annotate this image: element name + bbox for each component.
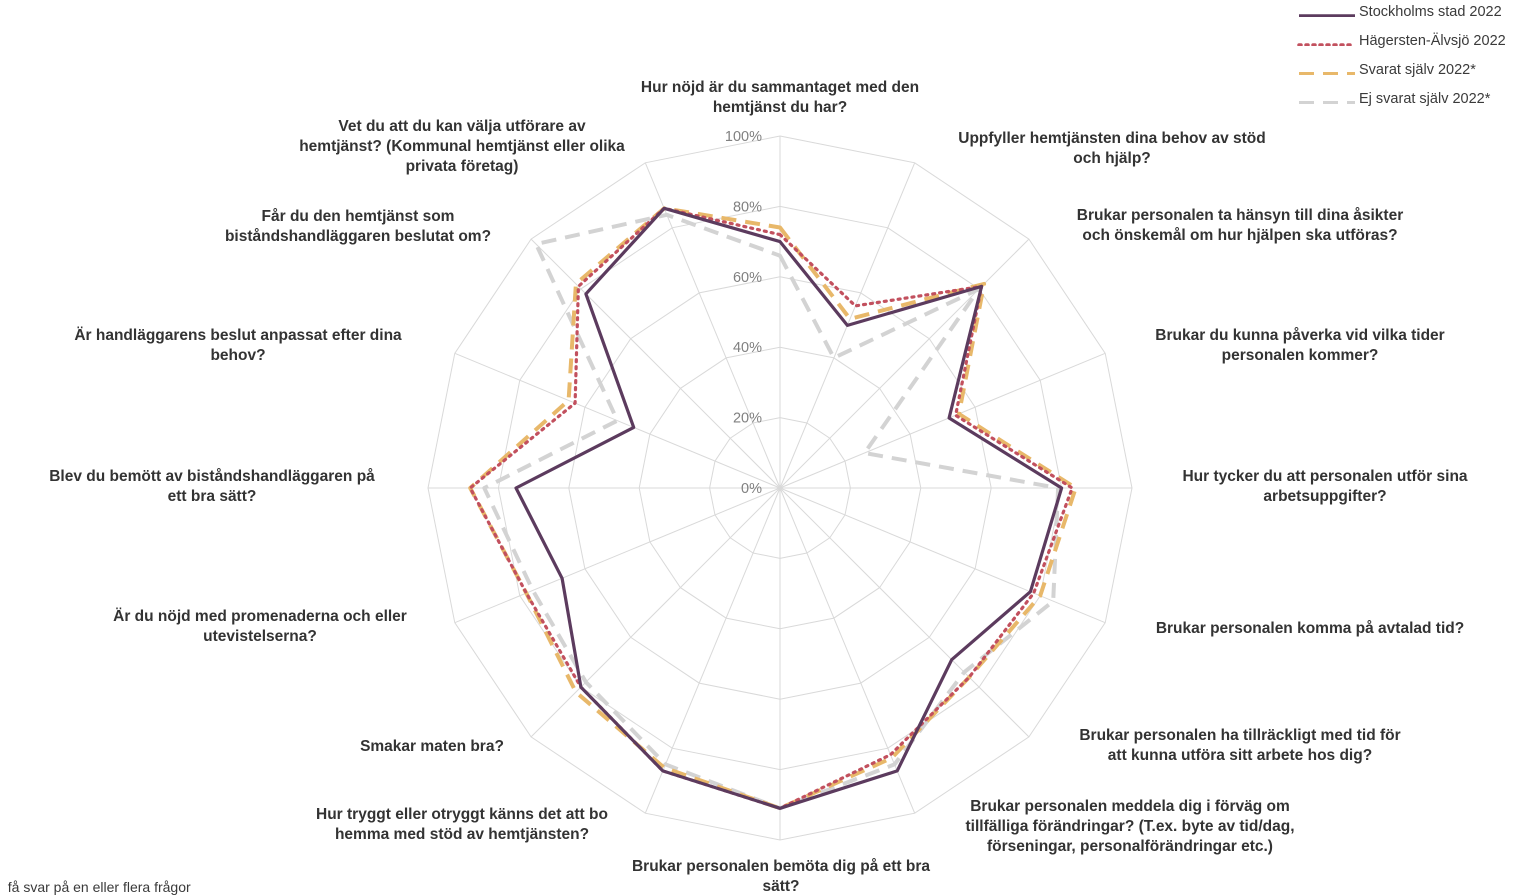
grid-spoke: [454, 487, 781, 624]
legend-item: Hägersten-Älvsjö 2022: [1297, 29, 1533, 58]
category-label-line: Uppfyller hemtjänsten dina behov av stöd: [958, 130, 1265, 147]
category-label-line: Smakar maten bra?: [360, 738, 504, 755]
radial-tick-label: 0%: [741, 481, 762, 497]
category-label-line: arbetsuppgifter?: [1263, 488, 1386, 505]
category-label-line: Är du nöjd med promenaderna och eller: [113, 608, 407, 625]
category-label: Blev du bemött av biståndshandläggaren p…: [49, 468, 375, 505]
category-label: Brukar du kunna påverka vid vilka tider p…: [1155, 327, 1444, 364]
category-label-line: Hur nöjd är du sammantaget med den: [641, 79, 919, 96]
footnote: t få svar på en eller flera frågor: [0, 879, 191, 895]
radial-tick-label: 40%: [733, 340, 762, 356]
grid-spoke: [779, 487, 1106, 624]
category-label-line: Hur tryggt eller otryggt känns det att b…: [316, 806, 608, 823]
legend-swatch: [1299, 101, 1355, 104]
legend-label: Hägersten-Älvsjö 2022: [1359, 33, 1506, 49]
category-label-line: sätt?: [762, 878, 799, 895]
radar-grid: [427, 135, 1133, 841]
category-label-line: Blev du bemött av biståndshandläggaren p…: [49, 468, 375, 485]
category-label: Uppfyller hemtjänsten dina behov av stöd…: [958, 130, 1265, 167]
category-label: Hur nöjd är du sammantaget med den hemtjä…: [641, 79, 919, 116]
category-label-line: Brukar du kunna påverka vid vilka tider: [1155, 327, 1444, 344]
series-line-3: [468, 206, 1078, 811]
legend-item: Stockholms stad 2022: [1297, 0, 1533, 29]
radial-tick-label: 20%: [733, 411, 762, 427]
category-label: Får du den hemtjänst som biståndshandlägg…: [225, 208, 491, 245]
category-label-line: och hjälp?: [1073, 150, 1151, 167]
grid-spoke: [779, 487, 1030, 738]
grid-spoke: [779, 238, 1030, 489]
grid-spoke: [530, 238, 781, 489]
category-label-line: hemtjänst? (Kommunal hemtjänst eller oli…: [299, 138, 625, 155]
category-label-line: hemma med stöd av hemtjänsten?: [335, 826, 589, 843]
grid-spoke: [530, 487, 781, 738]
category-label-line: Får du den hemtjänst som: [262, 208, 455, 225]
legend-swatch: [1297, 43, 1357, 46]
category-label: Vet du att du kan välja utförare av hemtj…: [299, 118, 625, 175]
category-label: Brukar personalen ha tillräckligt med ti…: [1079, 727, 1400, 764]
legend-label: Ej svarat själv 2022*: [1359, 91, 1491, 107]
grid-spoke: [779, 352, 1106, 489]
grid-spoke: [644, 487, 781, 814]
legend-label: Svarat själv 2022*: [1359, 62, 1476, 78]
category-label: Brukar personalen meddela dig i förväg o…: [966, 798, 1295, 855]
category-label: Smakar maten bra?: [360, 738, 504, 755]
legend: Stockholms stad 2022 Hägersten-Älvsjö 202…: [1297, 0, 1533, 116]
category-label-line: Brukar personalen ha tillräckligt med ti…: [1079, 727, 1400, 744]
grid-spoke: [454, 352, 781, 489]
series-line-1: [514, 206, 1064, 810]
category-label-line: Är handläggarens beslut anpassat efter d…: [74, 327, 402, 344]
category-label-line: och önskemål om hur hjälpen ska utföras?: [1082, 227, 1397, 244]
category-label: Hur tryggt eller otryggt känns det att b…: [316, 806, 608, 843]
category-label-line: behov?: [210, 347, 265, 364]
category-label-line: Brukar personalen komma på avtalad tid?: [1156, 620, 1464, 637]
legend-swatch: [1299, 14, 1355, 17]
category-label-line: att kunna utföra sitt arbete hos dig?: [1108, 747, 1372, 764]
legend-item: Ej svarat själv 2022*: [1297, 87, 1533, 116]
category-label-line: Brukar personalen ta hänsyn till dina ås…: [1077, 207, 1403, 224]
category-label: Brukar personalen komma på avtalad tid?: [1156, 620, 1464, 637]
category-label-line: biståndshandläggaren beslutat om?: [225, 228, 491, 245]
radial-tick-label: 80%: [733, 199, 762, 215]
category-label-line: utevistelserna?: [203, 628, 317, 645]
category-labels: Hur nöjd är du sammantaget med den hemtjä…: [49, 79, 1468, 895]
category-label-line: Brukar personalen bemöta dig på ett bra: [632, 858, 930, 875]
radial-tick-label: 100%: [725, 129, 762, 145]
category-label-line: personalen kommer?: [1222, 347, 1379, 364]
radial-tick-labels: 0% 20% 40% 60% 80% 100%: [725, 129, 762, 497]
grid-spoke: [779, 487, 916, 814]
category-label: Är handläggarens beslut anpassat efter d…: [74, 327, 402, 364]
category-label: Hur tycker du att personalen utför sina a…: [1182, 468, 1467, 505]
category-label-line: hemtjänst du har?: [713, 99, 847, 116]
legend-item: Svarat själv 2022*: [1297, 58, 1533, 87]
category-label-line: ett bra sätt?: [168, 488, 257, 505]
category-label-line: förseningar, personalförändringar etc.): [987, 838, 1273, 855]
category-label-line: Brukar personalen meddela dig i förväg o…: [970, 798, 1290, 815]
legend-swatch: [1299, 72, 1355, 75]
legend-label: Stockholms stad 2022: [1359, 4, 1502, 20]
category-label: Brukar personalen bemöta dig på ett bra s…: [632, 858, 930, 895]
radar-series: [468, 206, 1078, 811]
radial-tick-label: 60%: [733, 270, 762, 286]
category-label-line: Hur tycker du att personalen utför sina: [1182, 468, 1467, 485]
category-label-line: privata företag): [406, 158, 519, 175]
category-label-line: Vet du att du kan välja utförare av: [338, 118, 586, 135]
category-label-line: tillfälliga förändringar? (T.ex. byte av…: [966, 818, 1295, 835]
category-label: Är du nöjd med promenaderna och eller ute…: [113, 608, 407, 645]
category-label: Brukar personalen ta hänsyn till dina ås…: [1077, 207, 1403, 244]
